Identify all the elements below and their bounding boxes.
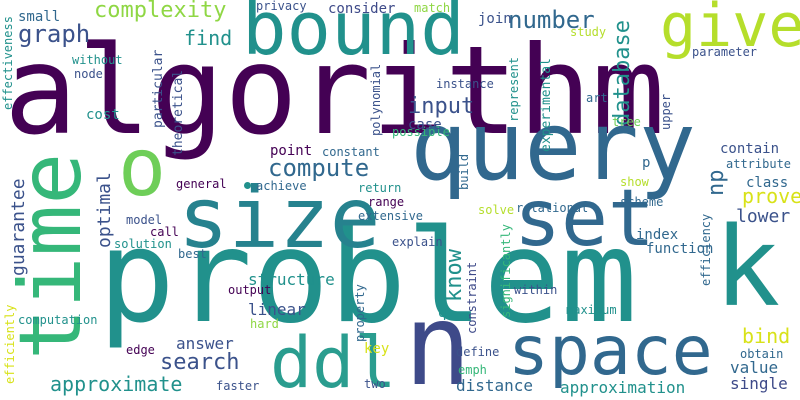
word-know: know [442,249,467,302]
word-consider: consider [328,1,396,17]
word-return: return [358,181,402,195]
word-theoretical: theoretical [171,69,186,156]
word-case: case [408,117,442,133]
word-guarantee: guarantee [8,178,29,276]
word-q: q [438,305,447,321]
word-optimal: optimal [94,172,115,248]
word-match: match [414,1,451,15]
word-compute: compute [268,154,370,182]
word-two: two [364,377,386,391]
word-node: node [74,67,103,81]
word-parameter: parameter [692,45,758,59]
word-study: study [570,25,607,39]
word-model: model [126,213,163,227]
word-problem: problem [98,203,638,352]
word-cost: cost [86,107,120,123]
word-key: key [364,341,390,357]
word-experimental: experimental [539,58,554,152]
word-build: build [457,153,471,190]
word-join: join [478,11,512,27]
word-efficiently: efficiently [3,304,17,384]
word-possible: possible [392,125,450,139]
word-constant: constant [322,145,380,159]
word-privacy: privacy [256,0,307,13]
dot-mark [244,182,251,189]
word-lower: lower [736,206,791,227]
word-attribute: attribute [726,157,792,171]
word-database: database [610,20,635,126]
word-function: function [646,241,714,257]
word-small: small [18,9,61,25]
word-polynomial: polynomial [369,63,383,136]
word-index: index [636,227,679,243]
word-general: general [176,177,227,191]
word-class: class [746,175,789,191]
word-instance: instance [436,77,494,91]
word-distance: distance [456,376,534,395]
word-find: find [184,26,233,50]
word-approximation: approximation [560,378,686,397]
word-art: art [586,91,608,105]
word-algorithm: algorithm [4,20,666,162]
word-answer: answer [176,334,234,353]
word-show: show [620,175,649,189]
word-graph: graph [18,20,91,48]
word-np: np [704,169,729,197]
word-query: query [410,92,696,202]
word-effectiveness: effectiveness [1,16,15,110]
word-achieve: achieve [256,179,307,193]
word-call: call [150,225,179,239]
word-give: give [660,0,800,61]
word-without: without [72,53,123,67]
word-bind: bind [742,324,791,348]
word-extensive: extensive [358,209,424,223]
word-set: set [514,174,655,264]
word-o: o [118,121,167,214]
word-computation: computation [18,313,98,327]
word-space: space [508,312,713,391]
word-explain: explain [392,235,443,249]
word-ddl: ddl [270,322,397,400]
word-input: input [408,94,475,119]
word-edge: edge [126,343,155,357]
word-k: k [714,203,781,331]
word-search: search [160,350,240,375]
word-value: value [730,358,779,377]
word-tree: tree [612,115,641,129]
word-single: single [730,374,788,393]
word-particular: particular [151,49,166,128]
word-property: property [353,284,367,342]
word-emph: emph [458,363,487,377]
word-approximate: approximate [50,372,183,396]
word-faster: faster [216,379,260,393]
word-hard: hard [250,317,279,331]
word-structure: structure [248,270,335,289]
word-range: range [368,195,405,209]
word-size: size [178,169,381,267]
word-scheme: scheme [620,195,664,209]
word-significantly: significantly [499,224,513,318]
word-prove: prove [742,184,800,208]
word-solution: solution [114,237,172,251]
word-linear: linear [248,300,306,319]
word-within: within [514,283,558,297]
word-contain: contain [720,141,780,157]
word-constraint: constraint [465,261,479,334]
word-maximum: maximum [566,303,617,317]
word-complexity: complexity [94,0,227,23]
word-number: number [508,6,595,34]
word-n: n [404,281,472,400]
word-bound: bound [242,0,465,72]
word-p: p [642,155,651,171]
word-point: point [270,143,313,159]
word-output: output [228,283,272,297]
word-upper: upper [659,93,673,130]
word-relational: relational [516,201,589,215]
word-obtain: obtain [740,347,784,361]
word-solve: solve [478,203,515,217]
word-best: best [178,247,207,261]
word-define: define [456,345,500,359]
word-represent: represent [507,56,521,122]
